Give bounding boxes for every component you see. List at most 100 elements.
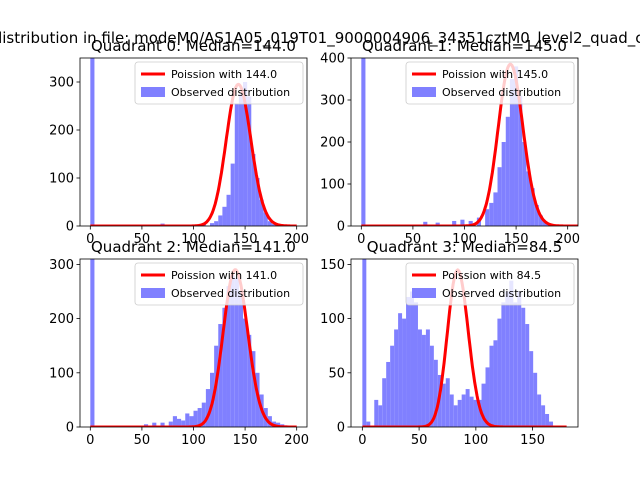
quadrant-0-hist-bar (259, 199, 264, 226)
quadrant-0-legend-hist-swatch (141, 87, 165, 97)
quadrant-2-y-tick-label: 100 (49, 366, 74, 381)
quadrant-3-hist-bar (429, 345, 434, 427)
quadrant-2-hist-bar (243, 318, 248, 427)
quadrant-0-legend (134, 61, 304, 105)
quadrant-3-hist-bar (513, 302, 518, 427)
quadrant-0-hist-bar (234, 103, 239, 226)
quadrant-2-hist-bar (218, 324, 223, 427)
quadrant-3-hist-bar (374, 399, 379, 427)
quadrant-1-hist-bar (505, 116, 510, 226)
quadrant-2-hist-bar (90, 259, 95, 427)
quadrant-3-legend-label-poisson: Poission with 84.5 (442, 269, 541, 282)
quadrant-3-y-tick-label: 50 (328, 366, 345, 381)
quadrant-0-hist-bar (247, 96, 252, 226)
quadrant-1-legend-label-poisson: Poission with 145.0 (442, 68, 548, 81)
quadrant-0-y-tick-label: 300 (49, 76, 74, 91)
quadrant-1-hist-bar (468, 220, 473, 226)
quadrant-1-y-tick-label: 100 (320, 178, 345, 193)
quadrant-0-hist-bar (238, 94, 244, 226)
quadrant-3-hist-bar (481, 383, 486, 427)
quadrant-3-hist-bar (485, 367, 490, 427)
quadrant-3-legend-hist-swatch (412, 288, 436, 298)
quadrant-2-hist-bar (193, 410, 198, 427)
quadrant-0-y-tick-label: 100 (49, 172, 74, 187)
quadrant-1-hist-bar (518, 95, 523, 226)
quadrant-0-x-tick-label: 50 (134, 232, 151, 247)
quadrant-0-hist-bar (243, 82, 248, 226)
quadrant-2-panel: 0 50 100 150 200 0 100 200 300 Quadrant 2: Median… (49, 238, 309, 448)
quadrant-3-axes-frame (350, 258, 579, 428)
quadrant-1-panel: 0 50 100 150 200 0 100 200 300 400 Quadrant 1: Med… (320, 37, 580, 247)
quadrant-0-title: Quadrant 0: Median=144.0 (91, 37, 296, 55)
quadrant-3-hist-bar (525, 324, 530, 427)
quadrant-1-hist-bar (435, 222, 440, 226)
quadrant-3-hist-bar (386, 361, 391, 427)
quadrant-1-legend-hist-swatch (412, 87, 436, 97)
quadrant-2-hist-bar (197, 408, 202, 427)
quadrant-3-hist-bar (441, 383, 446, 427)
quadrant-3-hist-bar (406, 296, 411, 427)
quadrant-2-hist-bar (230, 275, 235, 427)
quadrant-3-hist-bar (465, 389, 470, 427)
quadrant-3-hist-bar (529, 351, 534, 427)
quadrant-2-hist-bar (205, 389, 211, 427)
quadrant-0-legend-label-poisson: Poission with 144.0 (171, 68, 277, 81)
quadrant-2-x-tick-label: 100 (181, 433, 206, 448)
quadrant-2-hist-bar (201, 402, 206, 427)
quadrant-1-legend (405, 61, 575, 105)
quadrant-0-x-tick-label: 100 (181, 232, 206, 247)
quadrant-0-poisson-curve (89, 82, 298, 226)
figure-title: Counts distribution in file: modeM0/AS1A… (0, 29, 640, 48)
quadrant-0-hist-bar (255, 178, 260, 226)
quadrant-2-legend-label-observed: Observed distribution (171, 287, 290, 300)
quadrant-1-hist-bar (534, 205, 539, 226)
quadrant-3-hist-bar (445, 378, 450, 427)
quadrant-2-hist-bar (168, 421, 173, 427)
quadrant-1-hist-bar (460, 219, 465, 226)
quadrant-1-x-tick-label: 100 (452, 232, 477, 247)
quadrant-2-hist-bar (189, 416, 194, 427)
chart-panels: 0 50 100 150 200 0 100 200 300 Quadrant 0: Median… (49, 37, 580, 448)
quadrant-0-legend-label-observed: Observed distribution (171, 86, 290, 99)
quadrant-3-hist-bar (449, 394, 454, 427)
quadrant-1-legend-label-observed: Observed distribution (442, 86, 561, 99)
quadrant-1-hist-bar (361, 58, 366, 226)
quadrant-1-x-tick-label: 200 (555, 232, 580, 247)
quadrant-1-hist-bar (522, 142, 527, 226)
quadrant-3-legend-label-observed: Observed distribution (442, 287, 561, 300)
quadrant-1-hist-bar (514, 66, 519, 226)
quadrant-1-hist-bar (526, 171, 531, 226)
quadrant-2-title: Quadrant 2: Median=141.0 (91, 238, 296, 256)
quadrant-2-hist-bar (222, 307, 227, 427)
quadrant-0-panel: 0 50 100 150 200 0 100 200 300 Quadrant 0: Median… (49, 37, 309, 247)
quadrant-2-hist-bar (152, 422, 157, 427)
quadrant-2-hist-bar (226, 286, 231, 427)
quadrant-3-hist-bar (501, 302, 506, 427)
quadrant-1-hist-bar (452, 220, 457, 226)
quadrant-3-hist-bar (394, 329, 399, 427)
quadrant-3-x-tick-label: 150 (520, 433, 545, 448)
quadrant-0-x-tick-label: 150 (233, 232, 258, 247)
quadrant-2-hist-bar (276, 422, 281, 427)
quadrant-3-hist-bar (497, 318, 502, 427)
quadrant-3-hist-bar (457, 399, 462, 427)
quadrant-0-y-tick-label: 0 (66, 220, 74, 235)
quadrant-0-hist-bar (263, 212, 268, 226)
quadrant-1-x-tick-label: 150 (504, 232, 529, 247)
quadrant-1-hist-bar (501, 142, 506, 226)
quadrant-1-hist-bar (493, 192, 498, 226)
quadrant-2-legend (134, 262, 304, 306)
quadrant-3-y-tick-label: 0 (337, 421, 345, 436)
quadrant-0-hist-bar (251, 154, 256, 226)
quadrant-0-hist-bar (214, 221, 219, 226)
quadrant-1-hist-bar (509, 79, 515, 226)
quadrant-1-hist-bar (489, 202, 494, 226)
quadrant-3-hist-bar (433, 359, 438, 427)
quadrant-3-hist-bar (533, 372, 538, 427)
quadrant-1-hist-bar (497, 167, 502, 226)
quadrant-2-x-tick-label: 150 (233, 433, 258, 448)
quadrant-3-hist-bar (413, 302, 418, 427)
quadrant-1-hist-bar (485, 209, 490, 226)
quadrant-2-hist-bar (247, 334, 252, 427)
